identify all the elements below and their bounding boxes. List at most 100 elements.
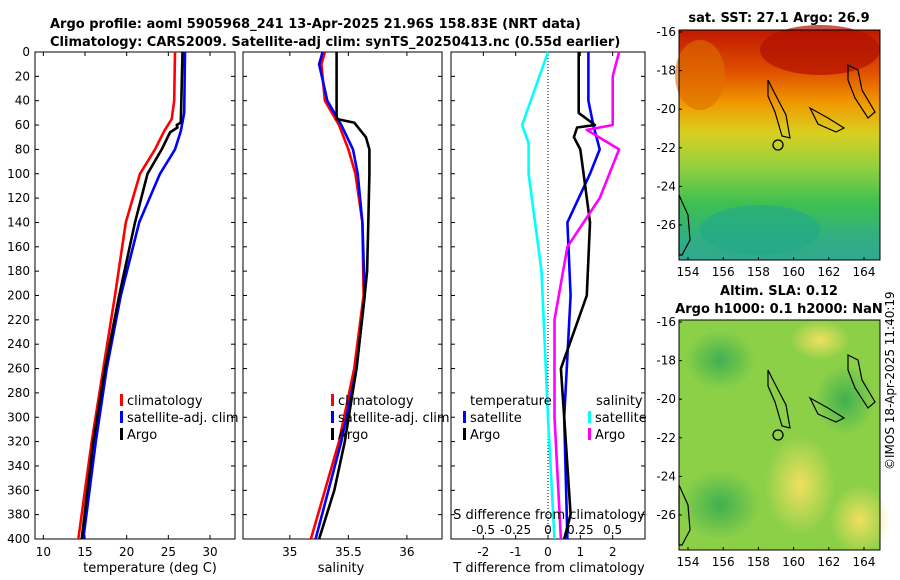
- legend-swatch-argo: [331, 428, 334, 440]
- y-tick-label: 40: [15, 94, 30, 108]
- coastline: [847, 64, 876, 119]
- sst-map-frame: [678, 29, 881, 261]
- x-tick-label: 25: [161, 545, 176, 559]
- y-tick-label: 380: [7, 508, 30, 522]
- y-tick-label: 160: [7, 240, 30, 254]
- s-tick-label: -0.25: [500, 523, 531, 537]
- s-tick-label: 0: [544, 523, 552, 537]
- map-x-tick-label: 160: [782, 555, 805, 569]
- sla-map: [678, 319, 890, 555]
- legend-swatch-s-satellite: [588, 411, 591, 423]
- y-tick-label: 220: [7, 313, 30, 327]
- legend-label-s-argo: Argo: [595, 428, 625, 443]
- map-y-tick-label: -20: [656, 102, 676, 116]
- y-tick-label: 280: [7, 386, 30, 400]
- legend-swatch-t-satellite: [463, 411, 466, 423]
- legend-label-satellite: satellite-adj. clim: [127, 411, 239, 426]
- map-x-tick-label: 162: [817, 555, 840, 569]
- y-tick-label: 400: [7, 532, 30, 546]
- y-tick-label: 360: [7, 483, 30, 497]
- sla-patch: [790, 320, 850, 360]
- x-tick-label: 1: [577, 545, 585, 559]
- coastline: [808, 396, 846, 423]
- map-y-tick-label: -22: [656, 431, 676, 445]
- coastline: [767, 79, 791, 139]
- map-x-tick-label: 156: [712, 265, 735, 279]
- y-tick-label: 20: [15, 69, 30, 83]
- x-tick-label: 15: [77, 545, 92, 559]
- series-line-s-argo: [553, 51, 621, 540]
- legend-label-s-satellite: satellite: [595, 411, 647, 426]
- map-x-tick-label: 156: [712, 555, 735, 569]
- x-tick-label: 20: [119, 545, 134, 559]
- sla-patch: [815, 365, 875, 435]
- y-tick-label: 80: [15, 142, 30, 156]
- sla-patch: [685, 330, 755, 390]
- x-tick-label: 36: [399, 545, 414, 559]
- map-x-tick-label: 164: [853, 265, 876, 279]
- map-x-tick-label: 158: [747, 265, 770, 279]
- series-line-t-satellite: [562, 52, 601, 540]
- x-tick-label: -1: [510, 545, 522, 559]
- legend-swatch-climatology: [120, 394, 123, 406]
- x-tick-label: -2: [477, 545, 489, 559]
- map-x-tick-label: 162: [817, 265, 840, 279]
- legend-swatch-satellite: [331, 411, 334, 423]
- map-y-tick-label: -20: [656, 392, 676, 406]
- y-tick-label: 240: [7, 337, 30, 351]
- series-line-s-satellite: [520, 51, 556, 540]
- legend-title-salinity: salinity: [596, 394, 643, 409]
- argo-location-marker: [772, 139, 784, 151]
- map-y-tick-label: -16: [656, 25, 676, 39]
- legend-label-argo: Argo: [127, 428, 157, 443]
- y-tick-label: 260: [7, 362, 30, 376]
- sst-map: [675, 25, 881, 261]
- t-difference-xlabel: T difference from climatology: [452, 561, 645, 576]
- sst-warm-patch: [675, 40, 725, 110]
- sla-patch: [680, 470, 760, 540]
- map-x-tick-label: 158: [747, 555, 770, 569]
- y-tick-label: 340: [7, 459, 30, 473]
- temperature-legend: climatology satellite-adj. clim Argo: [120, 394, 239, 443]
- temperature-panel: 10 15 20 25 30: [34, 51, 236, 559]
- sst-map-ticks: 154 156 158 160 162 164 -16 -18 -20 -22 -24 -26: [656, 25, 875, 279]
- map-y-tick-label: -18: [656, 354, 676, 368]
- y-tick-label: 0: [22, 45, 30, 59]
- difference-panel: -2 -1 0 1 2 -0.5 -0.25 0 0.25 0.5: [450, 51, 646, 559]
- map-x-tick-label: 160: [782, 265, 805, 279]
- map-y-tick-label: -18: [656, 64, 676, 78]
- sla-patch: [830, 485, 890, 555]
- s-tick-label: 0.25: [567, 523, 594, 537]
- y-tick-label: 320: [7, 435, 30, 449]
- map-y-tick-label: -16: [656, 315, 676, 329]
- map-y-tick-label: -22: [656, 141, 676, 155]
- s-difference-xlabel: S difference from climatology: [453, 508, 645, 523]
- y-tick-label: 200: [7, 289, 30, 303]
- coastline: [847, 354, 876, 409]
- y-tick-label: 120: [7, 191, 30, 205]
- salinity-panel: 35 35.5 36: [242, 51, 443, 559]
- s-tick-label: 0.5: [603, 523, 622, 537]
- x-tick-label: 2: [609, 545, 617, 559]
- coastline: [808, 106, 846, 133]
- legend-swatch-satellite: [120, 411, 123, 423]
- map-y-tick-label: -26: [656, 218, 676, 232]
- series-line-argo: [317, 52, 371, 540]
- y-tick-label: 300: [7, 410, 30, 424]
- legend-swatch-s-argo: [588, 428, 591, 440]
- sst-map-title: sat. SST: 27.1 Argo: 26.9: [688, 11, 869, 26]
- y-tick-label: 180: [7, 264, 30, 278]
- legend-label-climatology: climatology: [127, 394, 203, 409]
- x-tick-label: 10: [36, 545, 51, 559]
- x-tick-label: 30: [202, 545, 217, 559]
- sla-map-title-1: Altim. SLA: 0.12: [720, 284, 838, 299]
- difference-legend: temperature salinity satellite Argo sate…: [463, 394, 647, 443]
- salinity-xlabel: salinity: [318, 561, 365, 576]
- argo-location-marker: [772, 429, 784, 441]
- s-tick-label: -0.5: [472, 523, 495, 537]
- header-line-1: Argo profile: aoml 5905968_241 13-Apr-20…: [50, 17, 581, 32]
- sla-map-frame: [678, 319, 881, 551]
- series-line-climatology: [77, 51, 177, 540]
- y-tick-label: 100: [7, 167, 30, 181]
